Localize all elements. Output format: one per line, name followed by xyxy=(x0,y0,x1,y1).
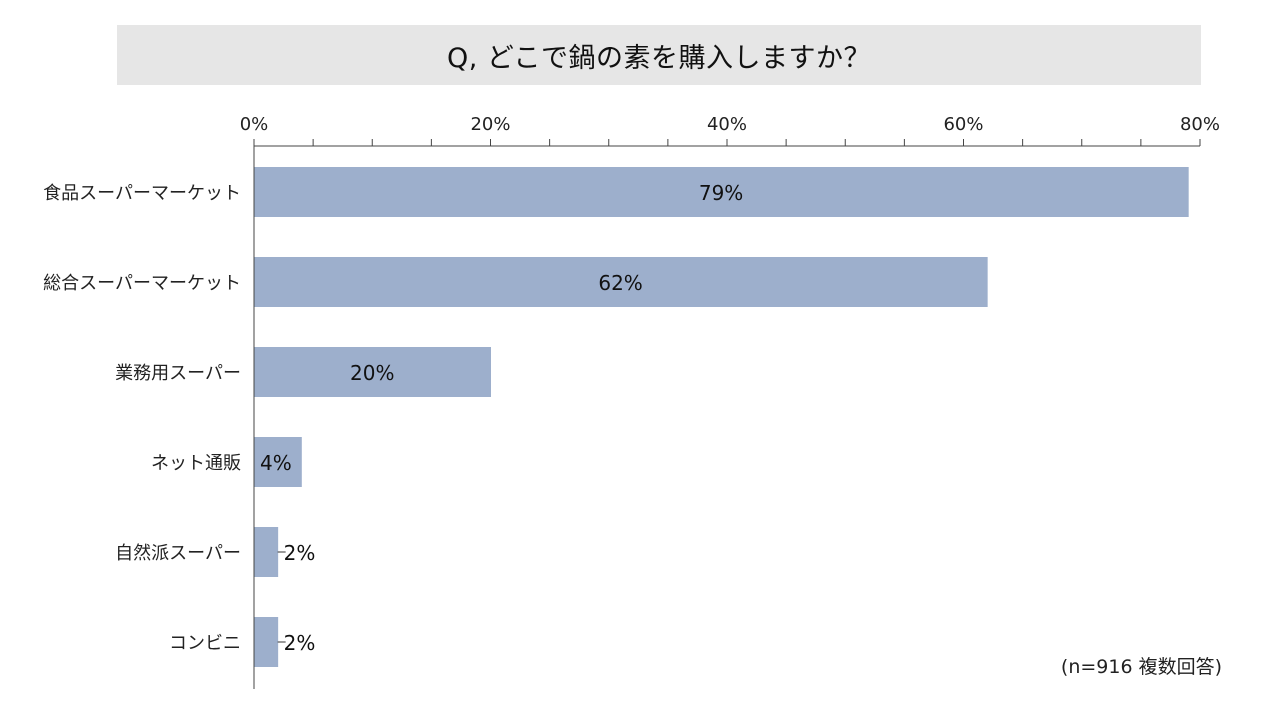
x-tick-label: 40% xyxy=(707,114,747,135)
category-label: ネット通販 xyxy=(151,453,241,474)
bar xyxy=(254,617,279,667)
data-label: 79% xyxy=(699,181,743,205)
bar xyxy=(254,257,988,307)
category-label: 食品スーパーマーケット xyxy=(43,183,241,204)
data-label: 2% xyxy=(284,631,316,655)
data-label: 4% xyxy=(260,451,292,475)
data-label: 2% xyxy=(284,541,316,565)
category-label: 総合スーパーマーケット xyxy=(43,273,241,294)
sample-note: (n=916 複数回答) xyxy=(1060,656,1222,678)
category-label: 自然派スーパー xyxy=(115,543,241,564)
chart-title: Q, どこで鍋の素を購入しますか？ xyxy=(446,42,872,74)
bar xyxy=(254,437,302,487)
x-tick-label: 60% xyxy=(943,114,983,135)
category-label: コンビニ xyxy=(169,633,241,654)
data-label: 62% xyxy=(598,271,642,295)
bar xyxy=(254,527,279,577)
x-tick-label: 20% xyxy=(470,114,510,135)
category-label: 業務用スーパー xyxy=(115,363,241,384)
x-tick-label: 80% xyxy=(1180,114,1220,135)
data-label: 20% xyxy=(350,361,394,385)
chart-title-bar: Q, どこで鍋の素を購入しますか？ xyxy=(117,25,1201,85)
bar xyxy=(254,347,491,397)
bar xyxy=(254,167,1189,217)
x-tick-label: 0% xyxy=(240,114,269,135)
